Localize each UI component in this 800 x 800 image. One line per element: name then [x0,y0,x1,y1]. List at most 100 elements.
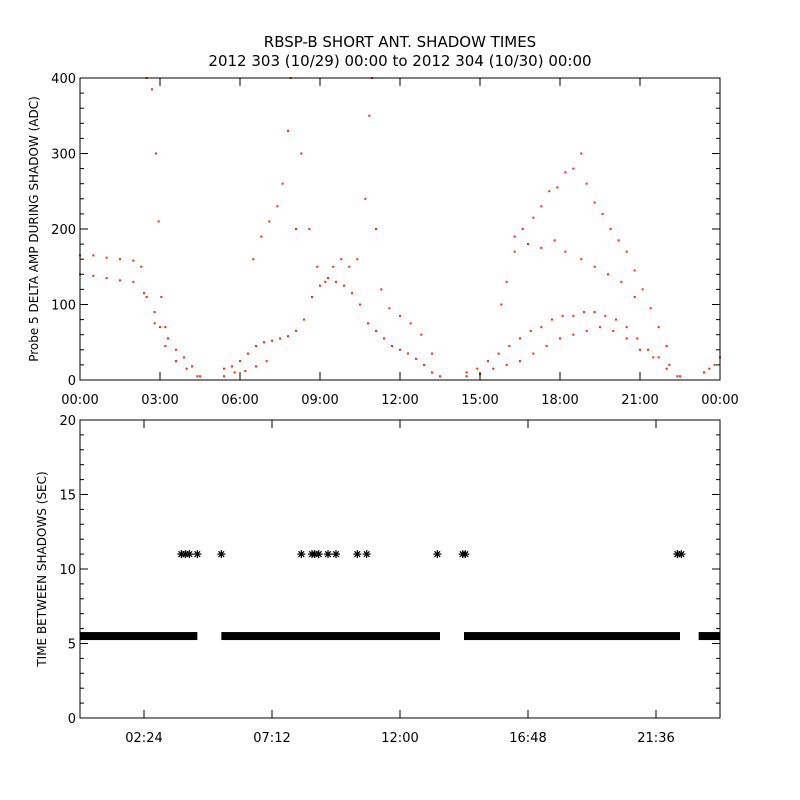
top-plot-frame [79,77,721,381]
data-point [641,288,644,291]
data-point [708,367,711,370]
data-point [92,274,95,277]
data-point [617,239,620,242]
data-point [593,265,596,268]
data-point [340,258,343,261]
data-point [657,356,660,359]
data-point [564,250,567,253]
data-point [300,152,303,155]
bottom-scatter-points [80,550,720,641]
shadow-interval-band [464,632,680,641]
data-point [164,326,167,329]
chart-subtitle: 2012 303 (10/29) 00:00 to 2012 304 (10/3… [208,52,591,70]
top-y-tick-label: 300 [51,148,76,163]
data-point [497,352,500,355]
data-point [356,258,359,261]
data-point [439,375,441,378]
data-point [572,333,575,336]
data-point [308,228,311,230]
data-point [92,254,95,257]
data-point [527,243,529,246]
data-point [105,256,108,259]
data-point [593,311,596,314]
data-point [649,307,652,310]
data-point [625,337,628,340]
data-point [223,375,225,378]
data-point [703,371,705,374]
bottom-y-tick-label: 20 [59,414,76,429]
top-x-tick-label: 03:00 [141,393,178,408]
chart-title: RBSP-B SHORT ANT. SHADOW TIMES [264,33,536,51]
data-point [287,129,289,132]
data-point [553,239,556,242]
data-point [314,550,323,559]
data-point [151,88,153,91]
data-point [465,371,468,374]
data-point [185,367,188,370]
top-y-tick-label: 100 [51,299,76,314]
data-point [461,550,470,559]
data-point [431,371,433,374]
data-point [532,352,535,355]
data-point [492,367,495,370]
data-point [679,375,681,378]
data-point [431,352,433,355]
data-point [167,337,169,340]
top-x-tick-label: 09:00 [301,393,338,408]
data-point [532,216,535,219]
data-point [319,284,321,287]
top-ticks: 00:00 03:00 06:00 09:00 12:00 15:00 18:00 21:00… [51,72,739,408]
data-point [362,550,371,559]
data-point [199,375,201,378]
data-point [407,352,409,355]
data-point [657,326,660,329]
data-point [297,550,306,559]
data-point [380,288,383,291]
data-point [585,329,588,332]
data-point [247,352,249,355]
data-point [353,550,362,559]
data-point [409,322,412,325]
data-point [665,367,668,370]
data-point [633,295,636,298]
data-point [183,356,185,359]
data-point [540,246,543,249]
data-point [185,550,194,559]
data-point [375,228,377,230]
data-point [540,326,543,329]
data-point [132,259,135,262]
bottom-x-tick-label: 07:12 [253,731,290,746]
data-point [420,333,423,336]
data-point [415,357,417,360]
data-point [668,363,671,366]
data-point [311,295,313,298]
top-panel: 00:00 03:00 06:00 09:00 12:00 15:00 18:00 21:00… [27,72,739,408]
top-y-tick-label: 200 [51,223,76,238]
data-point [508,345,511,348]
data-point [604,314,607,317]
bottom-y-tick-label: 10 [59,563,76,578]
top-x-tick-label: 06:00 [221,393,258,408]
data-point [652,356,655,359]
data-point [585,182,588,185]
data-point [476,367,479,370]
data-point [559,337,561,340]
data-point [153,322,156,325]
top-x-tick-label: 21:00 [621,393,658,408]
shadow-interval-band [221,632,440,641]
data-point [164,345,167,348]
shadow-interval-band [80,632,198,641]
data-point [399,348,401,351]
data-point [155,152,157,155]
data-point [572,167,575,170]
data-point [647,348,649,351]
data-point [255,345,257,348]
data-point [620,280,623,283]
data-point [513,235,516,238]
data-point [487,360,489,363]
data-point [324,280,327,283]
data-point [583,311,585,314]
data-point [140,265,143,268]
data-point [343,284,345,287]
